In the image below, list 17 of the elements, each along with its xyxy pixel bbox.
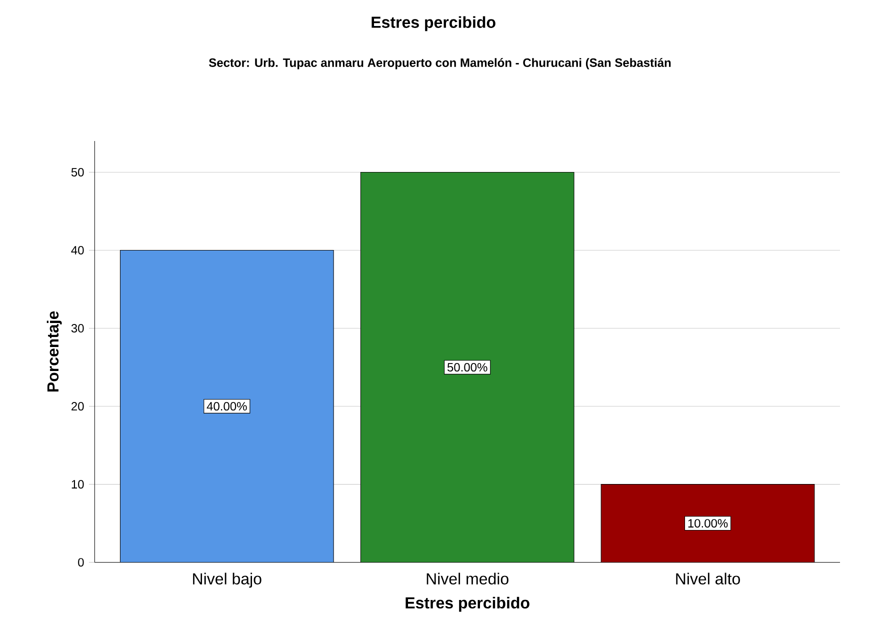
y-tick-label: 30 bbox=[71, 324, 84, 333]
data-label: 50.00% bbox=[447, 363, 488, 372]
x-tick-label: Nivel bajo bbox=[193, 572, 262, 588]
chart-title: Estres percibido bbox=[372, 16, 496, 32]
y-tick-label: 0 bbox=[78, 558, 84, 567]
y-tick-label: 40 bbox=[71, 246, 84, 254]
y-tick-label: 10 bbox=[72, 480, 84, 489]
data-label: 10.00% bbox=[688, 519, 728, 528]
y-axis-title: Porcentaje bbox=[46, 311, 62, 392]
x-tick-label: Nivel medio bbox=[426, 572, 508, 584]
x-axis-title: Estres percibido bbox=[406, 596, 530, 612]
x-tick-label: Nivel alto bbox=[676, 572, 740, 584]
y-tick-label: 50 bbox=[71, 168, 84, 176]
y-tick-label: 20 bbox=[72, 402, 84, 411]
chart-subtitle: Sector: Urb. Tupac anmaru Aeropuerto con Mamelón - Churucani (San Sebastián bbox=[208, 58, 671, 70]
bar bbox=[120, 250, 334, 562]
data-label: 40.00% bbox=[206, 402, 247, 411]
